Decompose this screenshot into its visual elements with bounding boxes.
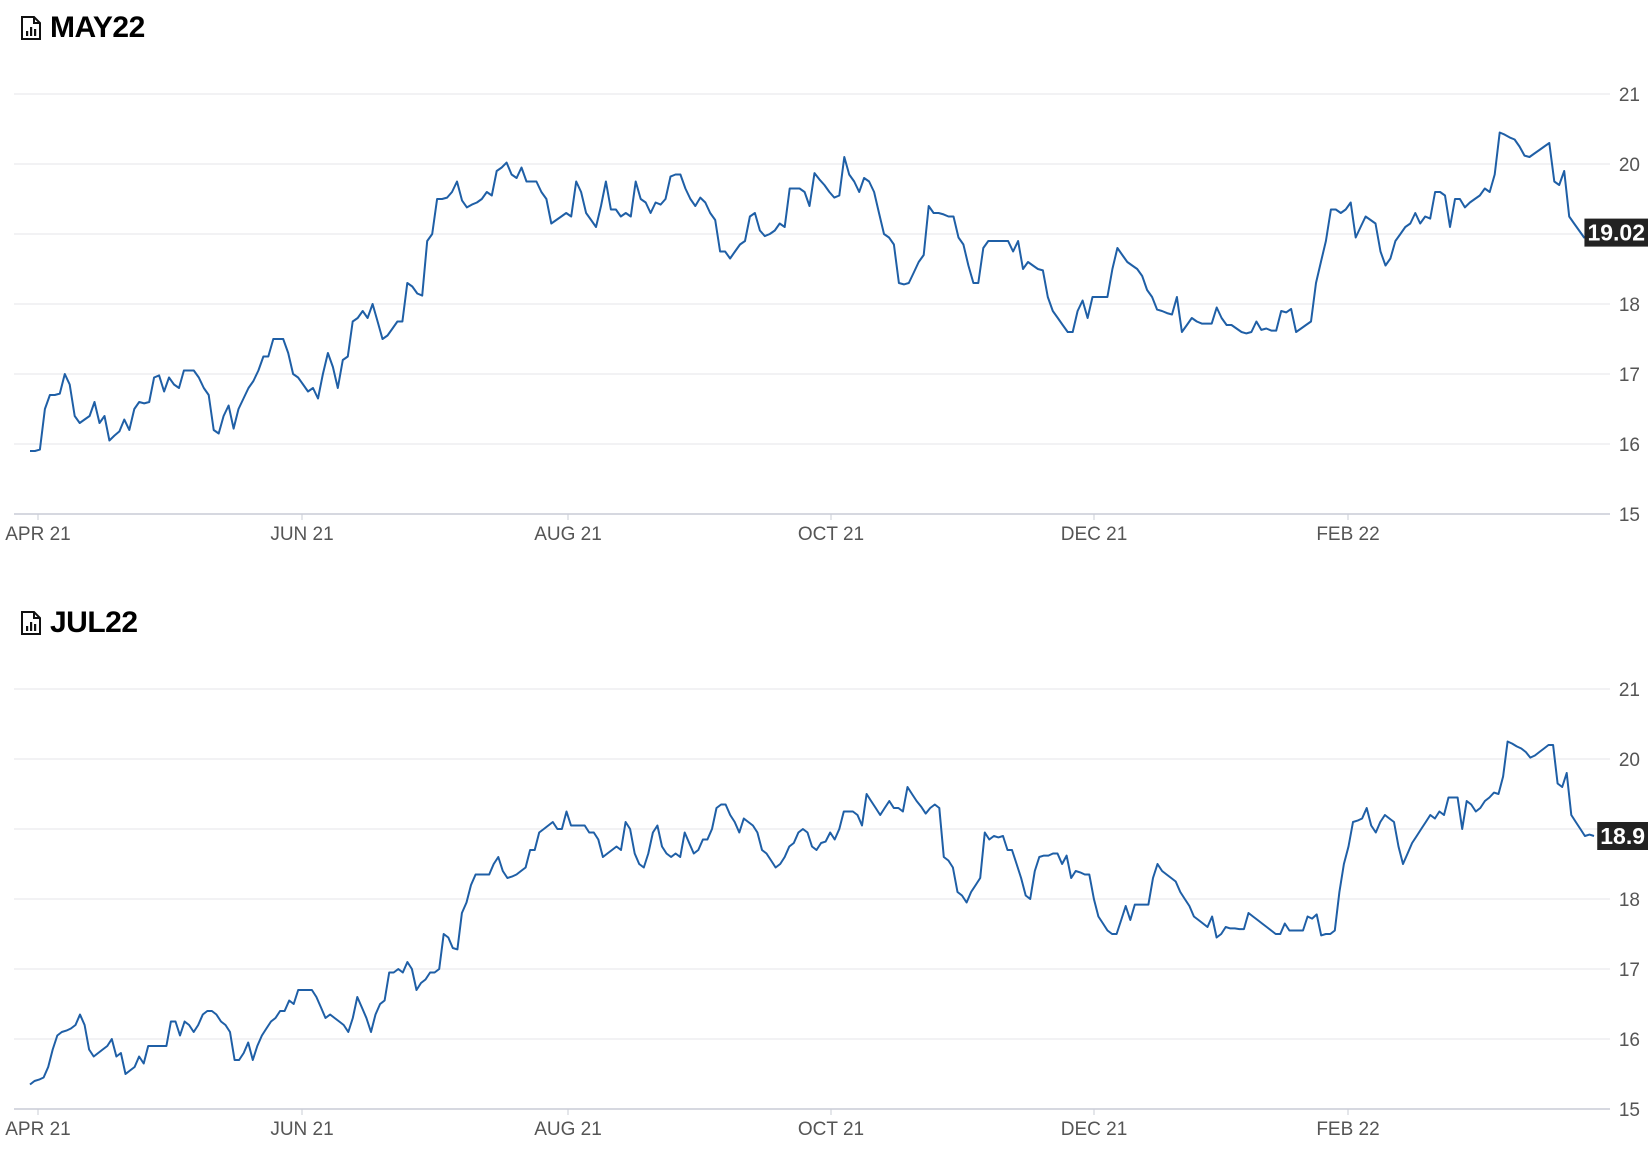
chart-title: MAY22	[50, 11, 145, 44]
y-tick-label: 17	[1619, 365, 1640, 386]
x-tick-label: JUN 21	[270, 1119, 333, 1140]
y-tick-label: 18	[1619, 890, 1640, 911]
chart-title: JUL22	[50, 606, 138, 639]
chart-header-may22: MAY22	[20, 8, 145, 48]
price-series-line	[30, 131, 1595, 452]
last-value-badge	[1584, 218, 1648, 247]
x-tick-label: OCT 21	[798, 524, 864, 545]
y-tick-label: 16	[1619, 435, 1640, 456]
y-tick-label: 17	[1619, 960, 1640, 981]
last-value-label: 19.02	[1587, 220, 1645, 246]
y-tick-label: 16	[1619, 1030, 1640, 1051]
x-tick-label: FEB 22	[1316, 524, 1379, 545]
y-tick-label: 15	[1619, 505, 1640, 526]
y-tick-label: 21	[1619, 680, 1640, 701]
x-tick-label: OCT 21	[798, 1119, 864, 1140]
x-tick-label: JUN 21	[270, 524, 333, 545]
x-tick-label: APR 21	[5, 524, 70, 545]
x-tick-label: AUG 21	[534, 524, 602, 545]
y-tick-label: 20	[1619, 155, 1640, 176]
chart-header-jul22: JUL22	[20, 603, 138, 643]
chart-document-icon	[21, 611, 41, 635]
y-tick-label: 21	[1619, 85, 1640, 106]
x-tick-label: AUG 21	[534, 1119, 602, 1140]
x-tick-label: FEB 22	[1316, 1119, 1379, 1140]
chart-document-icon	[21, 16, 41, 40]
y-tick-label: 20	[1619, 750, 1640, 771]
x-tick-label: APR 21	[5, 1119, 70, 1140]
x-tick-label: DEC 21	[1061, 524, 1128, 545]
y-tick-label: 15	[1619, 1100, 1640, 1121]
y-tick-label: 18	[1619, 295, 1640, 316]
price-series-line	[29, 740, 1595, 1086]
last-value-label: 18.9	[1600, 823, 1645, 849]
x-tick-label: DEC 21	[1061, 1119, 1128, 1140]
last-value-badge	[1597, 822, 1648, 850]
